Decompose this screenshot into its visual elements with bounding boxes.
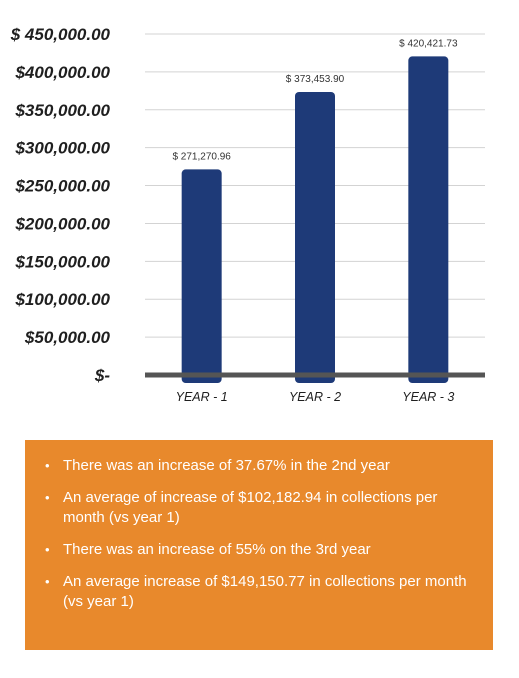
y-tick-label: $- bbox=[94, 366, 110, 385]
bullet-icon: • bbox=[45, 490, 50, 505]
bars bbox=[181, 56, 449, 383]
summary-item: • There was an increase of 37.67% in the … bbox=[45, 456, 471, 476]
y-axis-ticks: $- $50,000.00 $100,000.00 $150,000.00 $200,0… bbox=[10, 25, 111, 385]
bullet-icon: • bbox=[45, 542, 50, 557]
summary-text: An average of increase of $102,182.94 in… bbox=[63, 489, 438, 526]
summary-item: • An average of increase of $102,182.94 i… bbox=[45, 488, 471, 528]
y-tick-label: $ 450,000.00 bbox=[10, 25, 111, 44]
x-tick-label: YEAR - 3 bbox=[402, 390, 454, 404]
bar-chart: $- $50,000.00 $100,000.00 $150,000.00 $200,0… bbox=[10, 25, 485, 404]
data-label: $ 271,270.96 bbox=[172, 151, 231, 162]
data-labels: $ 271,270.96 $ 373,453.90 $ 420,421.73 bbox=[172, 38, 457, 162]
bar bbox=[408, 56, 449, 383]
bullet-icon: • bbox=[45, 574, 50, 589]
bar bbox=[295, 92, 335, 383]
summary-text: An average increase of $149,150.77 in co… bbox=[63, 573, 467, 610]
x-tick-label: YEAR - 2 bbox=[289, 390, 341, 404]
summary-list: • There was an increase of 37.67% in the … bbox=[45, 456, 471, 612]
data-label: $ 420,421.73 bbox=[399, 38, 458, 49]
data-label: $ 373,453.90 bbox=[286, 74, 345, 85]
y-tick-label: $200,000.00 bbox=[14, 214, 110, 233]
summary-item: • An average increase of $149,150.77 in c… bbox=[45, 572, 471, 612]
y-tick-label: $50,000.00 bbox=[24, 328, 111, 347]
x-axis-ticks: YEAR - 1 YEAR - 2 YEAR - 3 bbox=[176, 390, 455, 404]
summary-text: There was an increase of 37.67% in the 2… bbox=[63, 457, 390, 474]
y-tick-label: $150,000.00 bbox=[14, 252, 110, 271]
y-tick-label: $350,000.00 bbox=[14, 101, 110, 120]
summary-text: There was an increase of 55% on the 3rd … bbox=[63, 541, 371, 558]
y-tick-label: $250,000.00 bbox=[14, 177, 110, 196]
x-tick-label: YEAR - 1 bbox=[176, 390, 228, 404]
y-tick-label: $100,000.00 bbox=[14, 290, 110, 309]
bullet-icon: • bbox=[45, 458, 50, 473]
y-tick-label: $300,000.00 bbox=[14, 139, 110, 158]
bar bbox=[181, 169, 222, 383]
y-tick-label: $400,000.00 bbox=[14, 63, 110, 82]
summary-item: • There was an increase of 55% on the 3rd… bbox=[45, 540, 471, 560]
summary-box: • There was an increase of 37.67% in the … bbox=[25, 440, 493, 650]
